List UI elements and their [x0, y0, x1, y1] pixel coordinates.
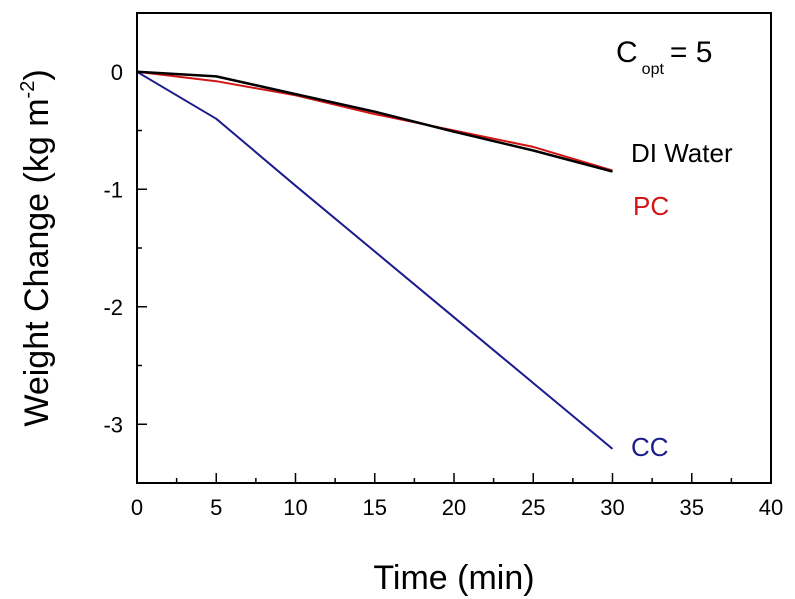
- y-axis-title-close: ): [18, 69, 56, 80]
- x-tick-label: 10: [283, 495, 307, 520]
- y-tick-label: 0: [111, 60, 123, 85]
- ticks-layer: 0 5 10 15 20 25 30 35 40 0 -1 -2 -3: [103, 12, 783, 520]
- y-tick-label: -2: [103, 295, 123, 320]
- y-tick-label: -1: [103, 177, 123, 202]
- x-tick-label: 40: [759, 495, 783, 520]
- x-tick-label: 30: [600, 495, 624, 520]
- x-tick-label: 20: [442, 495, 466, 520]
- series-line-pc: [136, 70, 613, 172]
- y-tick-label: -3: [103, 412, 123, 437]
- series-label-pc: PC: [633, 191, 669, 221]
- series-label-cc: CC: [631, 432, 669, 462]
- x-tick-label: 35: [680, 495, 704, 520]
- x-tick-label: 15: [363, 495, 387, 520]
- x-tick-label: 5: [210, 495, 222, 520]
- y-axis-title: Weight Change (kg m-2): [17, 69, 56, 426]
- annotation-copt: Copt = 5: [616, 36, 712, 78]
- x-tick-label: 0: [131, 495, 143, 520]
- series-line-cc: [136, 70, 614, 450]
- plot-frame: [136, 12, 772, 484]
- x-tick-label: 25: [521, 495, 545, 520]
- annotation-value: = 5: [670, 36, 713, 69]
- series-layer: [136, 70, 614, 450]
- annotation-subscript: opt: [642, 61, 665, 78]
- annotation-c: C: [616, 36, 638, 69]
- series-label-di-water: DI Water: [631, 138, 733, 168]
- x-axis-title: Time (min): [373, 559, 534, 597]
- y-axis-title-superscript: -2: [17, 81, 39, 99]
- y-axis-title-main: Weight Change (kg m: [18, 98, 56, 426]
- series-line-di-water: [136, 70, 613, 173]
